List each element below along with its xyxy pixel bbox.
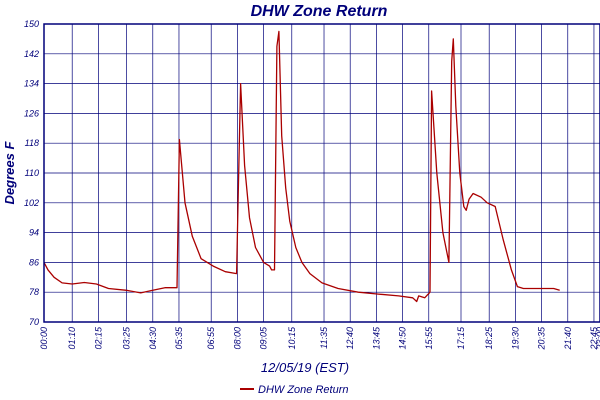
chart-title: DHW Zone Return <box>251 3 388 20</box>
x-tick-labels: 00:00 01:10 02:15 03:25 04:30 05:35 06:55 08:00… <box>39 326 600 351</box>
y-tick-label: 150 <box>24 19 39 29</box>
x-tick-label: 19:30 <box>510 327 520 350</box>
x-tick-label: 10:15 <box>287 326 297 350</box>
x-tick-label: 21:40 <box>563 327 573 351</box>
x-tick-label: 13:45 <box>371 326 381 350</box>
y-tick-label: 86 <box>29 257 39 267</box>
series-line-0 <box>43 30 560 303</box>
y-tick-label: 118 <box>25 138 39 148</box>
x-tick-label: 15:55 <box>424 326 434 350</box>
x-tick-label: 08:00 <box>232 327 242 350</box>
y-tick-label: 142 <box>24 49 39 59</box>
x-tick-label: 11:35 <box>319 326 329 349</box>
x-tick-label: 14:50 <box>398 327 408 350</box>
y-tick-label: 110 <box>25 168 39 178</box>
x-tick-label: 05:35 <box>174 326 184 350</box>
x-tick-label: 00:00 <box>39 327 49 350</box>
grid <box>43 23 600 323</box>
x-tick-label: 23:00 <box>595 327 600 351</box>
legend-label: DHW Zone Return <box>258 384 348 396</box>
x-tick-label: 03:25 <box>122 326 132 350</box>
x-tick-label: 06:55 <box>206 326 216 350</box>
x-tick-label: 17:15 <box>456 326 466 350</box>
x-axis-title: 12/05/19 (EST) <box>261 360 349 375</box>
y-axis-title: Degrees F <box>2 141 17 205</box>
x-tick-label: 12:40 <box>345 327 355 350</box>
y-tick-label: 70 <box>29 317 39 327</box>
legend: DHW Zone Return <box>240 384 348 396</box>
y-tick-label: 78 <box>29 287 39 297</box>
x-tick-label: 04:30 <box>148 327 158 350</box>
y-tick-label: 126 <box>24 108 39 118</box>
y-tick-label: 102 <box>24 198 39 208</box>
y-tick-label: 94 <box>29 228 39 238</box>
x-tick-label: 09:05 <box>259 326 269 350</box>
x-tick-label: 02:15 <box>93 326 103 350</box>
x-tick-label: 20:35 <box>537 326 547 351</box>
y-tick-labels: 70 78 86 94 102 110 118 126 134 142 150 <box>24 19 39 327</box>
y-tick-label: 134 <box>24 79 39 89</box>
series-layer <box>43 30 560 303</box>
x-tick-label: 01:10 <box>67 327 77 350</box>
plot-area-frame <box>43 23 600 323</box>
x-tick-label: 18:25 <box>484 326 494 350</box>
x-tick-label: 22:45 <box>589 326 599 351</box>
